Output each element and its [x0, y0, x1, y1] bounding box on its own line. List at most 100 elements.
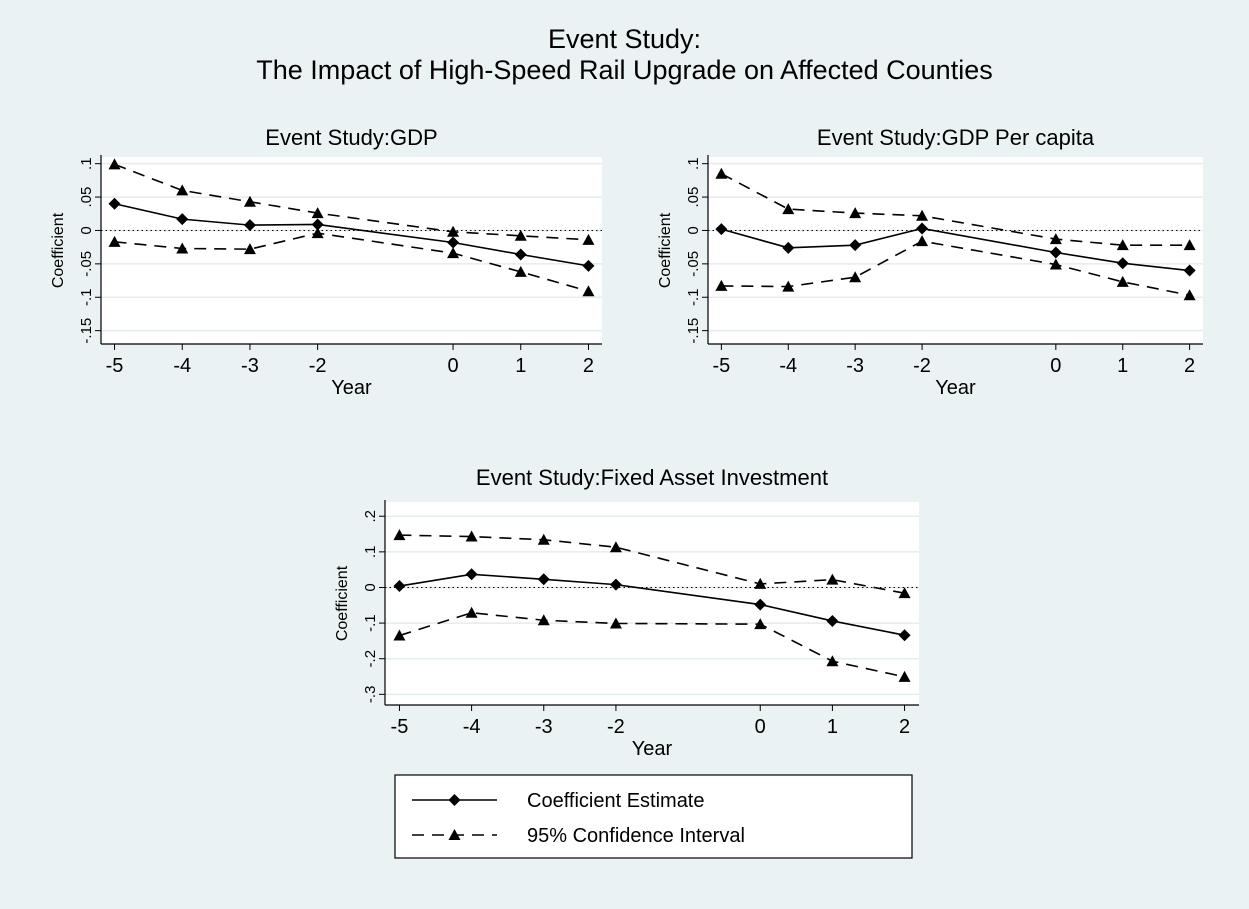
- x-tick-label: 1: [827, 716, 838, 738]
- x-tick-label: 2: [583, 355, 594, 377]
- estimate-point: [1049, 246, 1062, 259]
- ci-point: [311, 207, 324, 219]
- y-tick-label: -.1: [78, 288, 95, 306]
- ci-point: [916, 209, 929, 221]
- plot-area: [101, 157, 602, 344]
- ci-point: [243, 195, 256, 207]
- ci-point: [447, 247, 460, 259]
- y-tick-label: -.3: [362, 686, 379, 704]
- ci-point: [311, 227, 324, 239]
- estimate-point: [715, 223, 728, 236]
- legend-label-ci: 95% Confidence Interval: [527, 825, 745, 847]
- ci-point: [826, 573, 839, 585]
- ci-point: [108, 235, 121, 247]
- panel-2: .1 .05 0 -.05 -.1 -.15 -5 -4 -3 -2 0 1 2 Year Coeffici…: [657, 125, 1203, 399]
- ci-point: [715, 167, 728, 179]
- legend: Coefficient Estimate 95% Confidence Inte…: [394, 774, 913, 859]
- y-tick-label: -.1: [362, 614, 379, 632]
- ci-point: [537, 614, 550, 626]
- x-tick-label: 0: [447, 355, 458, 377]
- y-tick-label: -.05: [685, 251, 702, 277]
- x-tick-label: -5: [712, 355, 730, 377]
- estimate-point: [609, 578, 622, 591]
- ci-point: [609, 541, 622, 553]
- panel-3: .2 .1 0 -.1 -.2 -.3 -5 -4 -3 -2 0 1 2 Year Coefficient…: [334, 465, 919, 760]
- x-tick-label: -2: [913, 355, 931, 377]
- x-tick-label: 0: [755, 716, 766, 738]
- ci-point: [1183, 239, 1196, 251]
- y-tick-label: 0: [685, 226, 702, 234]
- ci-point: [447, 225, 460, 237]
- y-axis-title: Coefficient: [657, 212, 674, 288]
- figure-title-line-1: Event Study:: [547, 24, 702, 54]
- x-tick-label: 2: [1184, 355, 1195, 377]
- estimate-point: [849, 239, 862, 252]
- y-tick-label: .1: [685, 157, 702, 170]
- estimate-point: [916, 222, 929, 235]
- estimate-point: [243, 219, 256, 232]
- y-tick-label: -.15: [78, 318, 95, 344]
- x-tick-label: -4: [779, 355, 797, 377]
- x-tick-label: -2: [309, 355, 327, 377]
- ci-point: [465, 530, 478, 542]
- y-axis-title: Coefficient: [334, 565, 351, 641]
- plot-area: [708, 157, 1203, 344]
- x-axis-title: Year: [935, 377, 976, 399]
- ci-point: [514, 265, 527, 277]
- ci-point: [108, 158, 121, 170]
- panel-title: Event Study:GDP: [265, 125, 437, 150]
- x-tick-label: 1: [1117, 355, 1128, 377]
- ci-point: [849, 271, 862, 283]
- ci-point: [782, 280, 795, 292]
- x-tick-label: 0: [1050, 355, 1061, 377]
- x-tick-label: -3: [535, 716, 553, 738]
- ci-point: [393, 629, 406, 641]
- ci-point: [514, 229, 527, 241]
- y-tick-label: .2: [362, 510, 379, 523]
- figure-title-line-2: The Impact of High-Speed Rail Upgrade on…: [256, 55, 993, 85]
- y-tick-label: -.05: [78, 251, 95, 277]
- legend-box: [394, 774, 913, 859]
- ci-point: [754, 577, 767, 589]
- ci-point: [582, 233, 595, 245]
- legend-label-estimate: Coefficient Estimate: [527, 790, 705, 812]
- ci-point: [582, 285, 595, 297]
- ci-point: [176, 242, 189, 254]
- estimate-point: [1116, 257, 1129, 270]
- ci-point: [465, 606, 478, 618]
- y-tick-label: 0: [78, 226, 95, 234]
- ci-point: [1049, 233, 1062, 245]
- y-tick-label: .05: [78, 187, 95, 208]
- estimate-point: [514, 248, 527, 261]
- estimate-point: [176, 213, 189, 226]
- x-tick-label: 2: [899, 716, 910, 738]
- ci-point: [1116, 239, 1129, 251]
- estimate-point: [537, 573, 550, 586]
- x-tick-label: -5: [106, 355, 124, 377]
- y-tick-label: 0: [362, 583, 379, 591]
- panel-title: Event Study:Fixed Asset Investment: [476, 465, 828, 490]
- y-tick-label: -.1: [685, 288, 702, 306]
- estimate-point: [393, 580, 406, 593]
- x-tick-label: -4: [173, 355, 191, 377]
- estimate-point: [826, 614, 839, 627]
- x-tick-label: 1: [515, 355, 526, 377]
- ci-point: [916, 235, 929, 247]
- ci-point: [898, 587, 911, 599]
- x-tick-label: -3: [846, 355, 864, 377]
- estimate-point: [1183, 264, 1196, 277]
- x-tick-label: -5: [391, 716, 409, 738]
- ci-point: [1049, 258, 1062, 270]
- legend-marker-diamond: [448, 794, 461, 806]
- estimate-point: [582, 259, 595, 272]
- legend-marker-triangle: [448, 829, 461, 840]
- estimate-point: [108, 197, 121, 210]
- ci-point: [782, 203, 795, 215]
- estimate-point: [311, 218, 324, 231]
- estimate-point: [465, 568, 478, 581]
- ci-point: [243, 243, 256, 255]
- ci-point: [754, 618, 767, 630]
- estimate-point: [782, 241, 795, 254]
- ci-point: [609, 617, 622, 629]
